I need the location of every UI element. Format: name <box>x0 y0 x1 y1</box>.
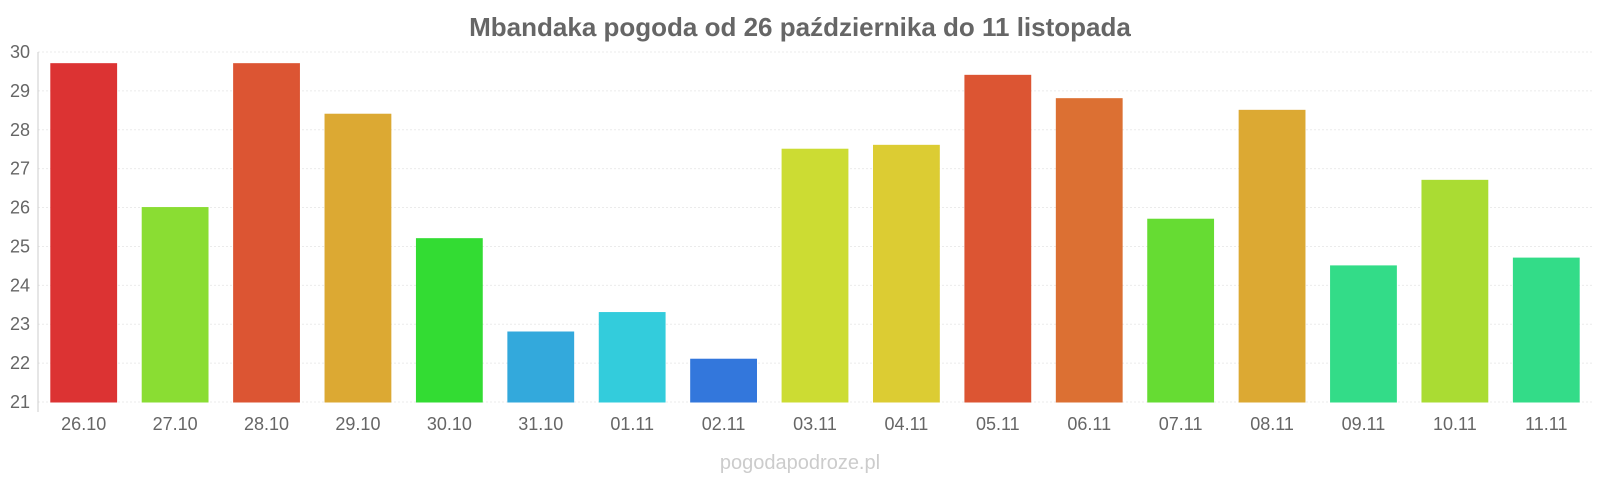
y-tick-label: 30 <box>10 42 30 62</box>
y-tick-label: 25 <box>10 236 30 256</box>
x-tick-label: 30.10 <box>427 414 472 434</box>
bar-02.11 <box>690 358 757 403</box>
bar-09.11 <box>1330 265 1397 403</box>
bar-27.10 <box>141 207 209 403</box>
bar-01.11 <box>598 312 666 403</box>
x-tick-label: 02.11 <box>702 414 746 434</box>
bar-28.10 <box>233 63 300 403</box>
bar-26.10 <box>50 63 118 403</box>
y-tick-label: 24 <box>10 275 30 295</box>
y-tick-label: 21 <box>10 392 30 412</box>
x-tick-label: 04.11 <box>885 414 929 434</box>
x-tick-label: 01.11 <box>610 414 654 434</box>
x-tick-label: 03.11 <box>793 414 837 434</box>
y-tick-label: 26 <box>10 198 30 218</box>
bar-29.10 <box>324 113 392 403</box>
x-tick-label: 31.10 <box>518 414 563 434</box>
x-tick-label: 05.11 <box>976 414 1020 434</box>
x-tick-label: 11.11 <box>1525 414 1567 434</box>
bar-30.10 <box>415 238 483 403</box>
bar-10.11 <box>1421 179 1489 403</box>
y-tick-label: 27 <box>10 159 30 179</box>
bar-07.11 <box>1147 218 1215 403</box>
bar-31.10 <box>507 331 575 403</box>
bar-11.11 <box>1512 257 1580 403</box>
bar-04.11 <box>873 144 940 403</box>
x-tick-label: 08.11 <box>1250 414 1294 434</box>
x-tick-label: 10.11 <box>1433 414 1477 434</box>
x-tick-label: 06.11 <box>1067 414 1111 434</box>
y-tick-label: 23 <box>10 314 30 334</box>
source-watermark: pogodapodroze.pl <box>719 452 881 474</box>
bar-08.11 <box>1238 109 1306 403</box>
bar-06.11 <box>1055 98 1123 403</box>
y-tick-label: 28 <box>10 120 30 140</box>
x-tick-label: 09.11 <box>1342 414 1386 434</box>
x-tick-label: 26.10 <box>61 414 106 434</box>
bar-05.11 <box>964 74 1032 403</box>
y-tick-label: 22 <box>10 353 30 373</box>
x-tick-label: 27.10 <box>153 414 198 434</box>
x-tick-label: 29.10 <box>335 414 380 434</box>
bar-03.11 <box>781 148 849 403</box>
y-tick-label: 29 <box>10 81 30 101</box>
chart-title: Mbandaka pogoda od 26 października do 11… <box>469 12 1131 42</box>
x-tick-label: 28.10 <box>244 414 289 434</box>
x-tick-label: 07.11 <box>1159 414 1203 434</box>
